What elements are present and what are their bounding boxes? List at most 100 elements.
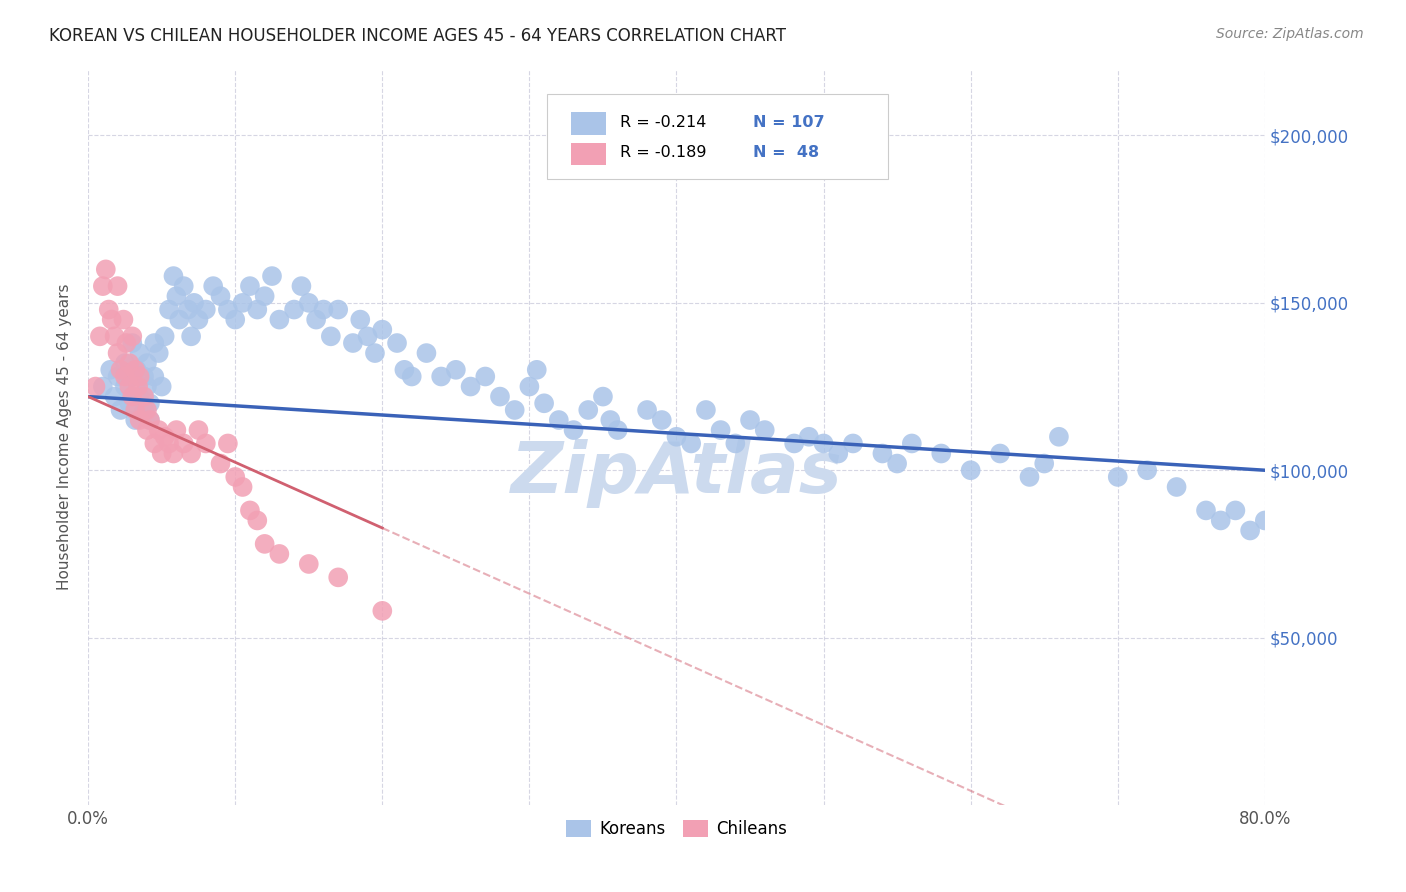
Point — [371, 323, 394, 337]
Point — [173, 279, 195, 293]
Point — [1254, 513, 1277, 527]
Point — [224, 312, 246, 326]
Point — [114, 356, 136, 370]
Point — [91, 279, 114, 293]
Point — [114, 369, 136, 384]
Point — [1166, 480, 1188, 494]
Point — [319, 329, 342, 343]
Text: R = -0.214: R = -0.214 — [620, 114, 706, 129]
Point — [754, 423, 776, 437]
Point — [827, 446, 849, 460]
Point — [253, 537, 276, 551]
Point — [150, 446, 173, 460]
Point — [143, 436, 166, 450]
Point — [519, 379, 541, 393]
Point — [112, 312, 135, 326]
Point — [988, 446, 1011, 460]
Point — [562, 423, 585, 437]
Point — [187, 423, 209, 437]
Point — [150, 379, 173, 393]
Point — [107, 279, 129, 293]
Point — [124, 363, 146, 377]
Point — [298, 557, 321, 571]
Bar — [571, 143, 606, 165]
Point — [121, 390, 143, 404]
Point — [959, 463, 981, 477]
Point — [217, 436, 239, 450]
Text: N =  48: N = 48 — [754, 145, 820, 160]
Text: KOREAN VS CHILEAN HOUSEHOLDER INCOME AGES 45 - 64 YEARS CORRELATION CHART: KOREAN VS CHILEAN HOUSEHOLDER INCOME AGE… — [49, 27, 786, 45]
Point — [136, 379, 159, 393]
Point — [842, 436, 865, 450]
Point — [224, 470, 246, 484]
Point — [526, 363, 548, 377]
Point — [132, 403, 155, 417]
Point — [97, 302, 120, 317]
Point — [91, 379, 114, 393]
Point — [665, 430, 688, 444]
Point — [125, 363, 148, 377]
Point — [118, 356, 141, 370]
Point — [107, 346, 129, 360]
Point — [118, 379, 141, 393]
Point — [1033, 457, 1056, 471]
Point — [89, 329, 111, 343]
Point — [312, 302, 335, 317]
Point — [153, 430, 176, 444]
Point — [1239, 524, 1261, 538]
Point — [260, 269, 283, 284]
Point — [128, 346, 150, 360]
Y-axis label: Householder Income Ages 45 - 64 years: Householder Income Ages 45 - 64 years — [58, 284, 72, 590]
Point — [651, 413, 673, 427]
Point — [253, 289, 276, 303]
Point — [269, 547, 291, 561]
Point — [169, 312, 191, 326]
Point — [107, 369, 129, 384]
Point — [681, 436, 703, 450]
Point — [1209, 513, 1232, 527]
Point — [797, 430, 820, 444]
Point — [202, 279, 225, 293]
Point — [136, 423, 159, 437]
Point — [209, 289, 232, 303]
Point — [695, 403, 717, 417]
Point — [636, 403, 658, 417]
Point — [128, 369, 150, 384]
Point — [148, 423, 170, 437]
Point — [305, 312, 328, 326]
Point — [104, 390, 127, 404]
Legend: Koreans, Chileans: Koreans, Chileans — [560, 813, 793, 845]
Point — [110, 403, 132, 417]
Point — [194, 436, 217, 450]
Point — [180, 446, 202, 460]
Point — [132, 390, 155, 404]
Point — [217, 302, 239, 317]
Point — [1047, 430, 1070, 444]
Point — [328, 570, 350, 584]
Point — [177, 302, 200, 317]
Point — [547, 413, 569, 427]
Point — [371, 604, 394, 618]
Point — [121, 336, 143, 351]
Point — [94, 262, 117, 277]
Point — [1018, 470, 1040, 484]
Point — [1107, 470, 1129, 484]
Point — [165, 423, 187, 437]
Point — [283, 302, 305, 317]
Point — [738, 413, 761, 427]
Point — [872, 446, 894, 460]
Point — [84, 379, 107, 393]
Point — [239, 279, 262, 293]
Point — [232, 296, 254, 310]
Point — [162, 446, 184, 460]
Point — [153, 329, 176, 343]
Point — [710, 423, 733, 437]
Point — [209, 457, 232, 471]
Point — [342, 336, 364, 351]
Point — [356, 329, 378, 343]
Point — [290, 279, 312, 293]
Point — [128, 390, 150, 404]
Point — [298, 296, 321, 310]
Point — [128, 413, 150, 427]
Point — [139, 396, 162, 410]
